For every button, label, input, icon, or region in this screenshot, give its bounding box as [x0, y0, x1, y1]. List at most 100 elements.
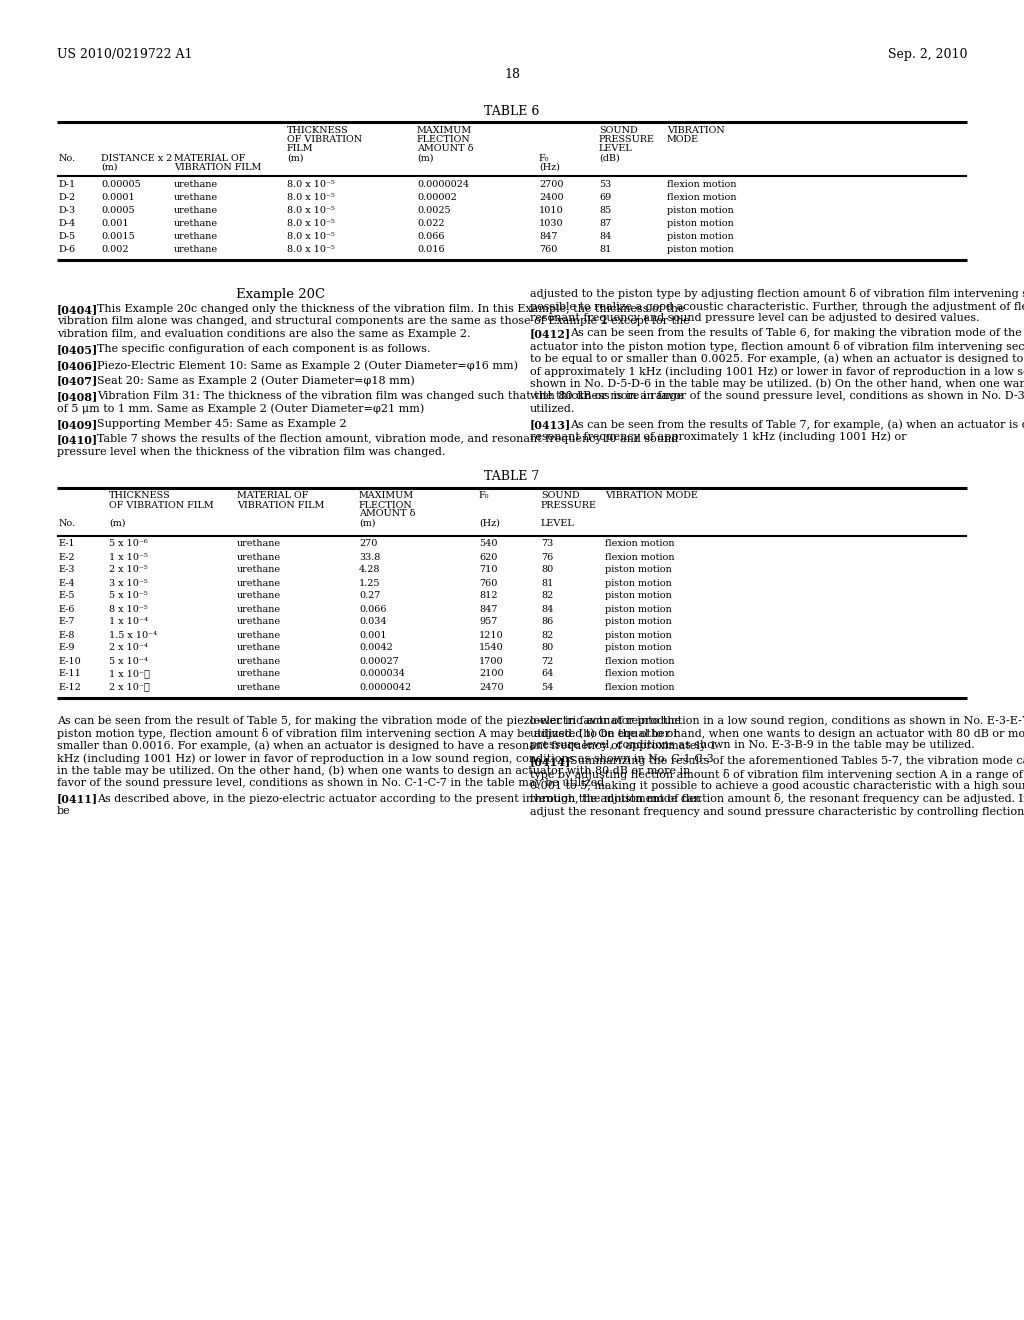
Text: piston motion: piston motion: [605, 618, 672, 627]
Text: resonant frequency and sound pressure level can be adjusted to desired values.: resonant frequency and sound pressure le…: [530, 313, 980, 323]
Text: 1.25: 1.25: [359, 578, 381, 587]
Text: 0.27: 0.27: [359, 591, 380, 601]
Text: piston motion: piston motion: [605, 631, 672, 639]
Text: piston motion: piston motion: [605, 565, 672, 574]
Text: As can be seen from the results of Table 7, for example, (a) when an actuator is: As can be seen from the results of Table…: [570, 418, 1024, 429]
Text: 0.0001: 0.0001: [101, 193, 135, 202]
Text: 2400: 2400: [539, 193, 563, 202]
Text: Piezo-Electric Element 10: Same as Example 2 (Outer Diameter=φ16 mm): Piezo-Electric Element 10: Same as Examp…: [97, 360, 518, 371]
Text: flexion motion: flexion motion: [605, 669, 675, 678]
Text: (Hz): (Hz): [479, 519, 500, 528]
Text: 80: 80: [541, 644, 553, 652]
Text: THICKNESS: THICKNESS: [287, 125, 349, 135]
Text: No.: No.: [59, 154, 76, 162]
Text: 0.001: 0.001: [359, 631, 387, 639]
Text: urethane: urethane: [237, 631, 282, 639]
Text: D-4: D-4: [59, 219, 76, 228]
Text: E-1: E-1: [59, 540, 76, 549]
Text: PRESSURE: PRESSURE: [599, 135, 655, 144]
Text: VIBRATION MODE: VIBRATION MODE: [605, 491, 698, 500]
Text: FLECTION: FLECTION: [417, 135, 471, 144]
Text: E-11: E-11: [59, 669, 82, 678]
Text: 8.0 x 10⁻⁵: 8.0 x 10⁻⁵: [287, 219, 335, 228]
Text: PRESSURE: PRESSURE: [541, 500, 597, 510]
Text: As described above, in the piezo-electric actuator according to the present inve: As described above, in the piezo-electri…: [97, 793, 701, 804]
Text: SOUND: SOUND: [599, 125, 638, 135]
Text: Table 7 shows the results of the flection amount, vibration mode, and resonant f: Table 7 shows the results of the flectio…: [97, 434, 678, 445]
Text: kHz (including 1001 Hz) or lower in favor of reproduction in a low sound region,: kHz (including 1001 Hz) or lower in favo…: [57, 752, 714, 763]
Text: piston motion: piston motion: [667, 246, 734, 253]
Text: 53: 53: [599, 180, 611, 189]
Text: be: be: [57, 807, 71, 816]
Text: urethane: urethane: [237, 591, 282, 601]
Text: of approximately 1 kHz (including 1001 Hz) or lower in favor of reproduction in : of approximately 1 kHz (including 1001 H…: [530, 366, 1024, 376]
Text: piston motion: piston motion: [667, 232, 734, 242]
Text: Example 20C: Example 20C: [237, 288, 326, 301]
Text: [0413]: [0413]: [530, 418, 571, 430]
Text: utilized. (b) On the other hand, when one wants to design an actuator with 80 dB: utilized. (b) On the other hand, when on…: [530, 729, 1024, 739]
Text: 0.016: 0.016: [417, 246, 444, 253]
Text: adjusted to the piston type by adjusting flection amount δ of vibration film int: adjusted to the piston type by adjusting…: [530, 288, 1024, 300]
Text: flexion motion: flexion motion: [667, 180, 736, 189]
Text: actuator into the piston motion type, flection amount δ of vibration film interv: actuator into the piston motion type, fl…: [530, 341, 1024, 352]
Text: piston motion: piston motion: [667, 219, 734, 228]
Text: The specific configuration of each component is as follows.: The specific configuration of each compo…: [97, 345, 430, 355]
Text: urethane: urethane: [237, 656, 282, 665]
Text: pressure level, conditions as shown in No. E-3-B-9 in the table may be utilized.: pressure level, conditions as shown in N…: [530, 741, 975, 751]
Text: F₀: F₀: [479, 491, 489, 500]
Text: 5 x 10⁻⁵: 5 x 10⁻⁵: [109, 591, 147, 601]
Text: 84: 84: [541, 605, 553, 614]
Text: 8.0 x 10⁻⁵: 8.0 x 10⁻⁵: [287, 193, 335, 202]
Text: E-5: E-5: [59, 591, 76, 601]
Text: piston motion: piston motion: [605, 605, 672, 614]
Text: D-5: D-5: [59, 232, 76, 242]
Text: 1700: 1700: [479, 656, 504, 665]
Text: 33.8: 33.8: [359, 553, 380, 561]
Text: urethane: urethane: [174, 232, 218, 242]
Text: MODE: MODE: [667, 135, 699, 144]
Text: Seat 20: Same as Example 2 (Outer Diameter=φ18 mm): Seat 20: Same as Example 2 (Outer Diamet…: [97, 375, 415, 385]
Text: 0.022: 0.022: [417, 219, 444, 228]
Text: FLECTION: FLECTION: [359, 500, 413, 510]
Text: urethane: urethane: [237, 669, 282, 678]
Text: 1540: 1540: [479, 644, 504, 652]
Text: VIBRATION FILM: VIBRATION FILM: [237, 500, 325, 510]
Text: [0408]: [0408]: [57, 391, 98, 403]
Text: urethane: urethane: [174, 193, 218, 202]
Text: 82: 82: [541, 631, 553, 639]
Text: 73: 73: [541, 540, 553, 549]
Text: 760: 760: [539, 246, 557, 253]
Text: [0404]: [0404]: [57, 304, 98, 315]
Text: As can be seen from the results of Table 6, for making the vibration mode of the: As can be seen from the results of Table…: [570, 329, 1024, 338]
Text: D-6: D-6: [59, 246, 76, 253]
Text: resonant frequency of approximately 1 kHz (including 1001 Hz) or: resonant frequency of approximately 1 kH…: [530, 432, 906, 442]
Text: 270: 270: [359, 540, 378, 549]
Text: 0.002: 0.002: [101, 246, 128, 253]
Text: TABLE 7: TABLE 7: [484, 470, 540, 483]
Text: Summarizing the results of the aforementioned Tables 5-7, the vibration mode can: Summarizing the results of the aforement…: [570, 756, 1024, 766]
Text: US 2010/0219722 A1: US 2010/0219722 A1: [57, 48, 193, 61]
Text: VIBRATION FILM: VIBRATION FILM: [174, 162, 261, 172]
Text: flexion motion: flexion motion: [605, 540, 675, 549]
Text: urethane: urethane: [237, 605, 282, 614]
Text: possible to realize a good acoustic characteristic. Further, through the adjustm: possible to realize a good acoustic char…: [530, 301, 1024, 312]
Text: [0414]: [0414]: [530, 756, 571, 767]
Text: 86: 86: [541, 618, 553, 627]
Text: 0.066: 0.066: [417, 232, 444, 242]
Text: 0.034: 0.034: [359, 618, 387, 627]
Text: piston motion: piston motion: [605, 591, 672, 601]
Text: (m): (m): [359, 519, 376, 528]
Text: (m): (m): [287, 154, 303, 162]
Text: 8.0 x 10⁻⁵: 8.0 x 10⁻⁵: [287, 180, 335, 189]
Text: 0.0025: 0.0025: [417, 206, 451, 215]
Text: E-6: E-6: [59, 605, 76, 614]
Text: MAXIMUM: MAXIMUM: [417, 125, 472, 135]
Text: 8.0 x 10⁻⁵: 8.0 x 10⁻⁵: [287, 246, 335, 253]
Text: through the adjustment of flection amount δ, the resonant frequency can be adjus: through the adjustment of flection amoun…: [530, 793, 1024, 804]
Text: 82: 82: [541, 591, 553, 601]
Text: urethane: urethane: [174, 246, 218, 253]
Text: urethane: urethane: [174, 219, 218, 228]
Text: 1010: 1010: [539, 206, 564, 215]
Text: adjust the resonant frequency and sound pressure characteristic by controlling f: adjust the resonant frequency and sound …: [530, 807, 1024, 817]
Text: urethane: urethane: [237, 540, 282, 549]
